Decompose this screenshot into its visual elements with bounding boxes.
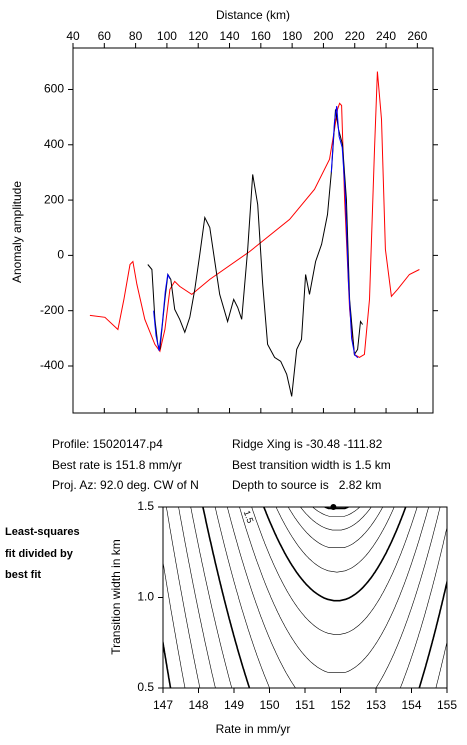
lines xyxy=(89,71,420,397)
y-tick-label: -400 xyxy=(40,358,64,372)
plot-frame xyxy=(72,47,434,414)
contour xyxy=(239,507,429,673)
contour xyxy=(324,507,349,510)
y-tick-label: 400 xyxy=(44,137,64,151)
x-tick-label: 153 xyxy=(366,698,386,712)
contour xyxy=(312,507,361,517)
plot-frame xyxy=(162,506,448,689)
y-tick-label: 600 xyxy=(44,82,64,96)
note-text: best fit xyxy=(5,569,41,581)
contour xyxy=(263,507,407,602)
y-tick-label: 1.5 xyxy=(137,499,154,513)
contour xyxy=(275,507,395,573)
info-text: Best transition width is 1.5 km xyxy=(232,458,391,472)
x-tick-label: 200 xyxy=(313,29,333,43)
y-tick-label: 0.5 xyxy=(137,680,154,694)
x-tick-label: 148 xyxy=(188,698,208,712)
y-axis-title: Transition width in km xyxy=(109,539,123,655)
x-tick-label: 151 xyxy=(295,698,315,712)
contour xyxy=(227,507,441,688)
info-text: Profile: 15020147.p4 xyxy=(52,437,163,451)
x-axis-title: Distance (km) xyxy=(216,8,290,22)
contour xyxy=(214,507,447,688)
contour xyxy=(178,507,216,688)
x-tick-label: 154 xyxy=(401,698,421,712)
contour xyxy=(287,507,384,548)
note-text: Least-squares xyxy=(5,526,80,538)
contour xyxy=(166,507,201,688)
x-tick-label: 80 xyxy=(129,29,143,43)
x-axis-title: Rate in mm/yr xyxy=(216,722,291,736)
x-tick-label: 147 xyxy=(153,698,173,712)
x-tick-label: 120 xyxy=(188,29,208,43)
x-tick-label: 100 xyxy=(157,29,177,43)
contour xyxy=(300,507,372,531)
contours xyxy=(163,507,447,688)
note-text: fit divided by xyxy=(5,548,74,560)
y-tick-label: -200 xyxy=(40,303,64,317)
x-tick-label: 150 xyxy=(259,698,279,712)
x-tick-label: 240 xyxy=(376,29,396,43)
x-tick-label: 140 xyxy=(220,29,240,43)
x-tick-label: 180 xyxy=(282,29,302,43)
y-tick-label: 200 xyxy=(44,192,64,206)
y-tick-label: 0 xyxy=(57,248,64,262)
x-tick-label: 60 xyxy=(98,29,112,43)
info-text: Best rate is 151.8 mm/yr xyxy=(52,458,182,472)
best-point xyxy=(330,504,337,510)
contour xyxy=(163,560,186,688)
x-tick-label: 152 xyxy=(330,698,350,712)
contour xyxy=(190,507,447,688)
info-text: Proj. Az: 92.0 deg. CW of N xyxy=(52,478,199,492)
contour xyxy=(202,507,447,688)
data-line xyxy=(153,106,359,359)
x-tick-label: 260 xyxy=(407,29,427,43)
x-tick-label: 155 xyxy=(437,698,457,712)
x-tick-label: 160 xyxy=(251,29,271,43)
contour xyxy=(251,507,418,635)
x-tick-label: 149 xyxy=(224,698,244,712)
info-text: Depth to source is 2.82 km xyxy=(232,478,381,492)
x-tick-label: 40 xyxy=(66,29,80,43)
y-axis-title: Anomaly amplitude xyxy=(10,181,24,283)
y-tick-label: 1.0 xyxy=(137,590,154,604)
info-text: Ridge Xing is -30.48 -111.82 xyxy=(232,437,383,451)
contour-label: 1.5 xyxy=(242,509,256,524)
data-line xyxy=(89,71,420,358)
x-tick-label: 220 xyxy=(345,29,365,43)
